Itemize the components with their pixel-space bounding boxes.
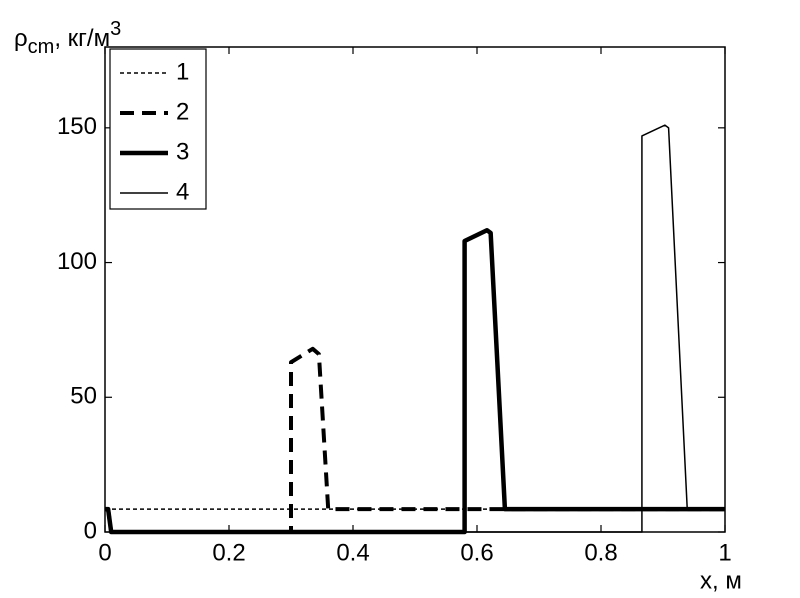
data-line bbox=[105, 346, 725, 534]
legend-label: 4 bbox=[176, 178, 189, 205]
x-tick-label: 0.6 bbox=[460, 539, 493, 566]
y-tick-label: 150 bbox=[57, 113, 97, 140]
data-line bbox=[105, 227, 725, 535]
x-tick-label: 0.4 bbox=[336, 539, 369, 566]
legend-label: 3 bbox=[176, 138, 189, 165]
y-tick-label: 100 bbox=[57, 248, 97, 275]
x-tick-label: 0.2 bbox=[212, 539, 245, 566]
x-tick-label: 0.8 bbox=[584, 539, 617, 566]
x-axis-label: x, м bbox=[700, 567, 742, 594]
legend-label: 2 bbox=[176, 98, 189, 125]
y-axis-label: ρcm, кг/м3 bbox=[14, 18, 121, 58]
legend-box bbox=[109, 48, 207, 210]
y-label-base: ρ bbox=[14, 25, 28, 52]
y-label-sup: 3 bbox=[110, 18, 121, 40]
y-tick-label: 50 bbox=[70, 383, 97, 410]
x-tick-label: 1 bbox=[718, 539, 731, 566]
legend-label: 1 bbox=[176, 58, 189, 85]
y-label-rest: , кг/м bbox=[54, 25, 110, 52]
data-line bbox=[105, 124, 726, 533]
y-label-sub: cm bbox=[28, 36, 55, 58]
y-tick-label: 0 bbox=[84, 517, 97, 544]
x-tick-label: 0 bbox=[98, 539, 111, 566]
